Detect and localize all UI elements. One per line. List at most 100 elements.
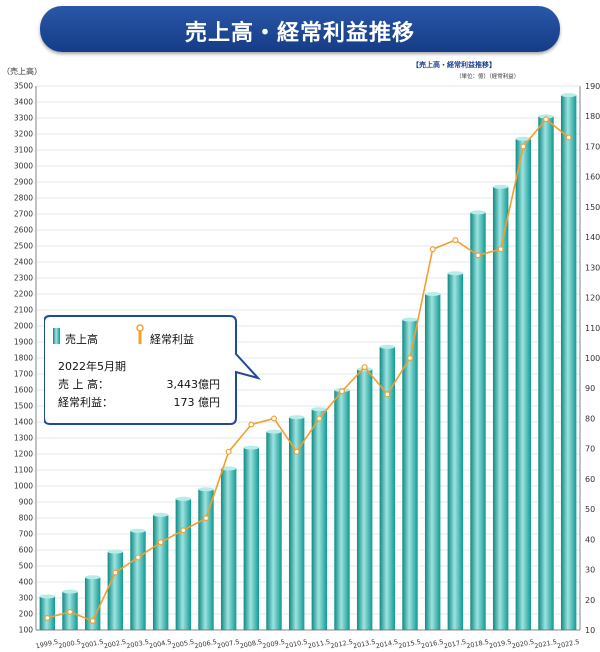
y-left-tick-label: 2600 bbox=[14, 226, 33, 235]
sales-bar bbox=[152, 514, 169, 630]
sales-bar-cap bbox=[266, 429, 282, 434]
profit-point bbox=[112, 569, 119, 576]
y-right-tick-label: 50 bbox=[585, 505, 595, 514]
y-right-tick-label: 90 bbox=[585, 384, 595, 393]
sales-bar bbox=[538, 116, 554, 630]
sales-bar-cap bbox=[62, 589, 78, 594]
y-left-tick-label: 2300 bbox=[14, 274, 33, 283]
legend-box-title: 【売上高・経常利益推移】 bbox=[412, 61, 496, 69]
profit-point bbox=[66, 608, 73, 615]
profit-point bbox=[89, 617, 96, 624]
y-left-tick-label: 800 bbox=[19, 514, 34, 523]
callout-period: 2022年5月期 bbox=[58, 360, 126, 373]
callout-profit-label: 経常利益： bbox=[58, 396, 113, 409]
profit-point bbox=[225, 448, 232, 455]
y-left-tick-label: 3200 bbox=[14, 130, 33, 139]
callout-box: 売上高 経常利益 2022年5月期 売 上 高： 3,443億円 経常利益： 1… bbox=[44, 314, 262, 426]
sales-bar bbox=[560, 95, 577, 631]
sales-bar bbox=[447, 273, 464, 630]
callout-profit-value: 173 億円 bbox=[173, 396, 221, 409]
sales-bar bbox=[424, 294, 441, 630]
y-left-tick-label: 1900 bbox=[14, 338, 33, 347]
sales-bar bbox=[379, 346, 396, 630]
sales-bar-cap bbox=[107, 549, 124, 554]
sales-bar bbox=[130, 530, 146, 630]
y-left-tick-label: 700 bbox=[19, 530, 34, 539]
y-left-tick-label: 2500 bbox=[14, 242, 33, 251]
sales-bar-cap bbox=[130, 528, 146, 533]
y-right-tick-label: 130 bbox=[585, 263, 600, 272]
y-left-tick-label: 2000 bbox=[14, 322, 33, 331]
callout-sales-value: 3,443億円 bbox=[166, 378, 221, 391]
sales-bar-cap bbox=[152, 512, 169, 517]
sales-bar-cap bbox=[175, 496, 192, 501]
sales-bar-cap bbox=[515, 136, 532, 141]
y-left-tick-label: 200 bbox=[19, 610, 34, 619]
sales-bar bbox=[39, 596, 56, 630]
x-tick-label: 2021.5 bbox=[534, 638, 558, 651]
sales-bar-cap bbox=[84, 575, 101, 580]
sales-bar-cap bbox=[220, 466, 237, 471]
sales-bar bbox=[84, 577, 101, 630]
sales-bar bbox=[243, 447, 260, 630]
sales-bar-cap bbox=[311, 407, 328, 412]
y-right-tick-label: 70 bbox=[585, 445, 595, 454]
page-title: 売上高・経常利益推移 bbox=[184, 21, 415, 46]
y-left-tick-label: 2700 bbox=[14, 210, 33, 219]
y-left-tick-label: 1700 bbox=[14, 370, 33, 379]
y-right-tick-label: 10 bbox=[585, 626, 595, 635]
profit-point bbox=[384, 391, 391, 398]
y-right-tick-label: 180 bbox=[585, 112, 600, 121]
sales-bar-cap bbox=[492, 184, 509, 189]
profit-point bbox=[429, 246, 436, 253]
y-left-tick-label: 1600 bbox=[14, 386, 33, 395]
sales-bar-cap bbox=[447, 271, 464, 276]
profit-point bbox=[475, 252, 482, 259]
y-left-tick-label: 1200 bbox=[14, 450, 33, 459]
y-left-tick-label: 2200 bbox=[14, 290, 33, 299]
x-tick-label: 2005.5 bbox=[171, 638, 195, 651]
profit-point bbox=[542, 116, 549, 123]
profit-point bbox=[44, 614, 51, 621]
callout-sales-label: 売 上 高： bbox=[58, 378, 109, 391]
y-left-tick-label: 1100 bbox=[14, 466, 33, 475]
profit-point bbox=[316, 415, 323, 422]
y-left-tick-label: 400 bbox=[19, 578, 34, 587]
callout-line-label: 経常利益 bbox=[150, 333, 194, 346]
x-tick-label: 2002.5 bbox=[103, 638, 127, 651]
sales-bar bbox=[334, 390, 350, 630]
x-tick-label: 2018.5 bbox=[466, 638, 490, 651]
sales-bar-cap bbox=[424, 292, 441, 296]
sales-bar bbox=[107, 551, 124, 630]
x-tick-label: 2006.5 bbox=[194, 638, 218, 651]
y-left-tick-label: 3000 bbox=[14, 162, 33, 171]
profit-point bbox=[339, 388, 346, 395]
x-tick-label: 2014.5 bbox=[375, 638, 399, 651]
legend-box-unit: （単位：億）（経常利益） bbox=[456, 74, 520, 80]
profit-point bbox=[157, 539, 164, 546]
profit-point bbox=[271, 415, 278, 422]
y-right-tick-label: 150 bbox=[585, 203, 600, 212]
y-right-tick-label: 100 bbox=[585, 354, 600, 363]
sales-bar-cap bbox=[39, 594, 56, 599]
x-tick-label: 2004.5 bbox=[148, 638, 172, 651]
y-left-tick-label: 900 bbox=[19, 498, 34, 507]
x-tick-label: 2009.5 bbox=[262, 638, 286, 651]
profit-point bbox=[135, 554, 142, 561]
x-tick-label: 2001.5 bbox=[80, 638, 104, 651]
x-tick-label: 2016.5 bbox=[420, 638, 444, 651]
y-left-tick-label: 1500 bbox=[14, 402, 33, 411]
y-right-tick-label: 170 bbox=[585, 142, 600, 151]
y-left-tick-label: 3500 bbox=[14, 82, 33, 91]
y-left-tick-label: 2800 bbox=[14, 194, 33, 203]
y-left-tick-label: 1400 bbox=[14, 418, 33, 427]
sales-bar bbox=[470, 212, 486, 630]
y-right-tick-label: 30 bbox=[585, 566, 595, 575]
y-left-tick-label: 3400 bbox=[14, 98, 33, 107]
x-tick-label: 2019.5 bbox=[488, 638, 512, 651]
x-tick-label: 2003.5 bbox=[126, 638, 150, 651]
sales-bar bbox=[220, 468, 237, 630]
y-left-tick-label: 1000 bbox=[14, 482, 33, 491]
profit-point bbox=[248, 421, 255, 428]
